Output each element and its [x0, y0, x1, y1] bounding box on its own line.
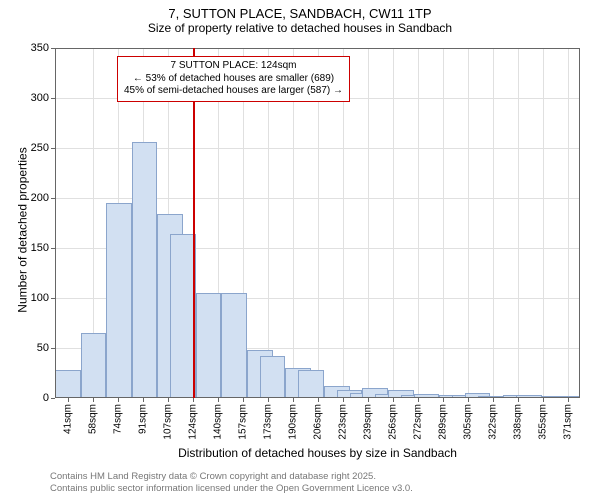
x-tick-label: 355sqm	[537, 404, 548, 440]
x-tick-label: 91sqm	[137, 404, 148, 434]
x-tick-label: 289sqm	[437, 404, 448, 440]
x-tick-label: 58sqm	[87, 404, 98, 434]
y-tick-label: 100	[31, 292, 49, 304]
y-tick-label: 300	[31, 92, 49, 104]
x-tick-label: 124sqm	[187, 404, 198, 440]
y-tick-label: 200	[31, 192, 49, 204]
x-tick-label: 371sqm	[562, 404, 573, 440]
x-tick-label: 190sqm	[287, 404, 298, 440]
x-tick-label: 223sqm	[337, 404, 348, 440]
y-tick-label: 50	[37, 342, 49, 354]
chart-container: 7, SUTTON PLACE, SANDBACH, CW11 1TP Size…	[0, 0, 600, 500]
annotation-line-3: 45% of semi-detached houses are larger (…	[124, 85, 343, 98]
y-axis-label: Number of detached properties	[16, 147, 30, 312]
x-axis-label: Distribution of detached houses by size …	[178, 446, 457, 460]
y-tick-label: 150	[31, 242, 49, 254]
footer-attribution-1: Contains HM Land Registry data © Crown c…	[50, 471, 376, 482]
x-tick-label: 41sqm	[62, 404, 73, 434]
annotation-line-1: 7 SUTTON PLACE: 124sqm	[124, 60, 343, 73]
y-tick-label: 350	[31, 42, 49, 54]
x-tick-label: 239sqm	[362, 404, 373, 440]
x-tick-label: 338sqm	[512, 404, 523, 440]
x-tick-label: 157sqm	[237, 404, 248, 440]
plot-area: Number of detached properties 7 SUTTON P…	[55, 48, 580, 398]
y-tick-label: 0	[43, 392, 49, 404]
chart-subtitle: Size of property relative to detached ho…	[0, 21, 600, 39]
x-tick-label: 322sqm	[487, 404, 498, 440]
x-tick-label: 173sqm	[262, 404, 273, 440]
chart-title: 7, SUTTON PLACE, SANDBACH, CW11 1TP	[0, 0, 600, 21]
x-tick-label: 256sqm	[387, 404, 398, 440]
annotation-line-2: ← 53% of detached houses are smaller (68…	[124, 73, 343, 86]
x-tick-label: 206sqm	[312, 404, 323, 440]
footer-attribution-2: Contains public sector information licen…	[50, 483, 413, 494]
x-tick-label: 107sqm	[162, 404, 173, 440]
y-tick-label: 250	[31, 142, 49, 154]
x-tick-label: 272sqm	[412, 404, 423, 440]
x-tick-label: 74sqm	[112, 404, 123, 434]
x-tick-label: 305sqm	[462, 404, 473, 440]
x-tick-label: 140sqm	[212, 404, 223, 440]
annotation-box: 7 SUTTON PLACE: 124sqm ← 53% of detached…	[117, 56, 350, 102]
